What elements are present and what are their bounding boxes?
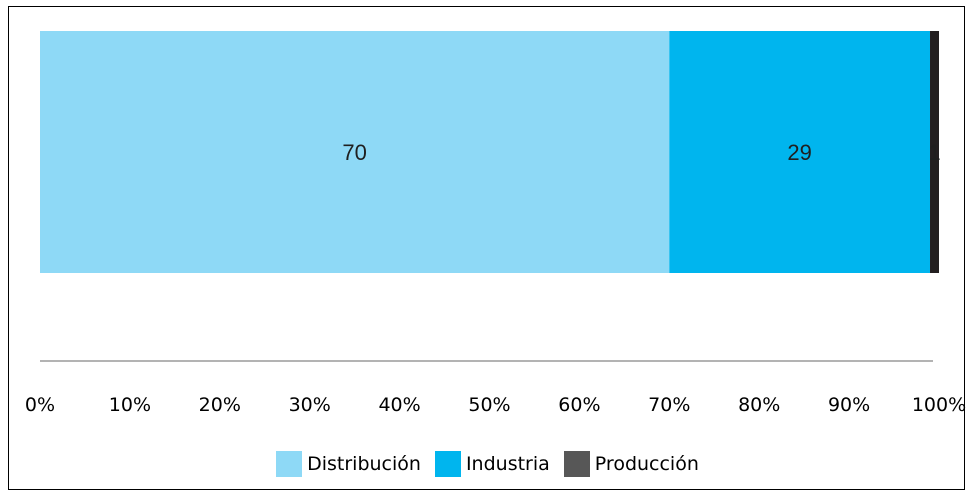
x-tick-label-5: 50% — [468, 394, 510, 416]
x-tick-label-7: 70% — [648, 394, 690, 416]
x-tick-label-6: 60% — [558, 394, 600, 416]
legend-swatch-distribucion — [276, 451, 303, 477]
chart-frame — [8, 6, 965, 490]
x-tick-label-10: 100% — [912, 394, 966, 416]
legend-label-distribucion: Distribución — [307, 453, 421, 475]
data-label-2: 1 — [928, 140, 940, 165]
legend-item-distribucion: Distribución — [276, 451, 421, 477]
bar-segment-0 — [40, 31, 670, 273]
bar-segment-2 — [930, 31, 939, 273]
data-label-1: 29 — [787, 140, 811, 165]
legend-item-industria: Industria — [434, 451, 550, 477]
x-tick-label-3: 30% — [289, 394, 331, 416]
legend-swatch-industria — [434, 451, 461, 477]
data-label-0: 70 — [342, 140, 366, 165]
x-tick-label-2: 20% — [199, 394, 241, 416]
data-labels: 70 29 1 — [342, 140, 940, 165]
bar-segment-1 — [669, 31, 931, 273]
x-tick-label-1: 10% — [109, 394, 151, 416]
legend-label-produccion: Producción — [594, 453, 699, 475]
legend-label-industria: Industria — [465, 453, 550, 475]
legend-item-produccion: Producción — [563, 451, 699, 477]
x-tick-label-9: 90% — [828, 394, 870, 416]
x-tick-label-4: 40% — [378, 394, 420, 416]
x-tick-label-8: 80% — [738, 394, 780, 416]
x-tick-label-0: 0% — [25, 394, 55, 416]
legend: Distribución Industria Producción — [0, 451, 975, 477]
legend-swatch-produccion — [563, 451, 590, 477]
x-axis-ticks: 0% 10% 20% 30% 40% 50% 60% 70% 80% 90% 100% — [25, 394, 966, 416]
bar-segments — [40, 31, 939, 273]
